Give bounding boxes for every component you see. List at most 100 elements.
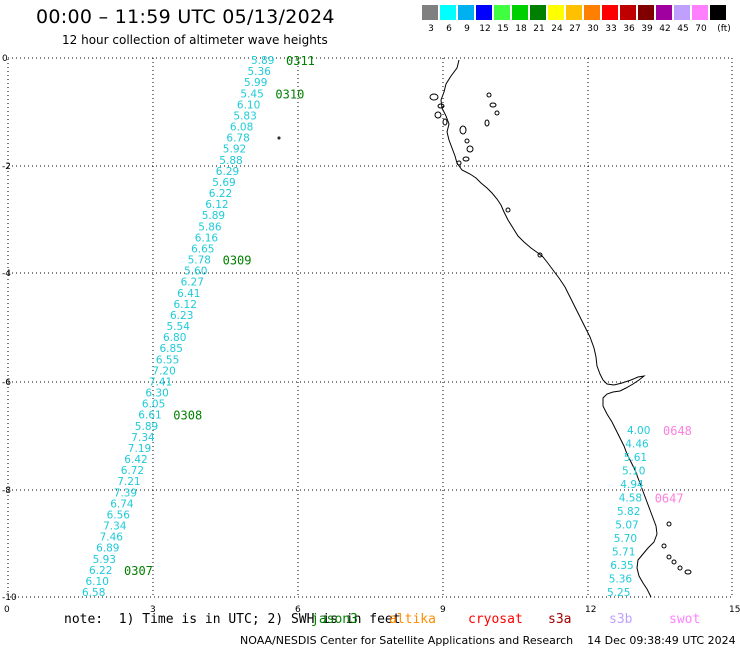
wave-height-value: 5.88 [219, 155, 242, 167]
legend-label: 6 [446, 24, 452, 34]
x-tick-label: 12 [585, 605, 596, 615]
legend-swatch [638, 5, 654, 20]
legend-label: 70 [695, 24, 707, 34]
credit-line: NOAA/NESDIS Center for Satellite Applica… [240, 634, 736, 647]
wave-height-value: 6.05 [142, 399, 165, 411]
island-outline [494, 110, 500, 116]
pass-time-marker: 0310 [275, 87, 304, 101]
x-tick-label: 15 [729, 605, 740, 615]
pass-time-marker: 0648 [663, 424, 692, 438]
wave-height-value: 6.58 [82, 587, 105, 599]
wave-height-value: 6.22 [89, 565, 112, 577]
wave-height-value: 6.85 [160, 343, 183, 355]
wave-height-value: 6.56 [107, 509, 131, 521]
y-tick-label: 0 [2, 54, 8, 64]
wave-height-value: 6.23 [170, 310, 193, 322]
wave-height-value: 6.78 [226, 133, 249, 145]
legend-label: 30 [587, 24, 599, 34]
wave-height-value: 6.41 [177, 288, 200, 300]
island-outline [684, 569, 692, 575]
pass-time-marker: 0307 [124, 564, 153, 578]
island-outline [459, 125, 467, 135]
wave-height-value: 6.55 [156, 354, 179, 366]
satellite-label-jason3: jason3 [311, 612, 358, 627]
wave-height-value: 5.25 [607, 587, 630, 599]
wave-height-value: 6.61 [138, 410, 161, 422]
wave-height-value: 7.41 [149, 376, 172, 388]
wave-height-value: 4.58 [619, 493, 642, 505]
axis-labels: 0 3 6 9 12 15 0 -2 -4 -6 -8 -10 [2, 54, 740, 615]
legend-swatch [710, 5, 726, 20]
wave-height-value: 4.94 [620, 479, 644, 491]
map-frame [7, 57, 733, 598]
wave-height-value: 5.89 [202, 210, 225, 222]
wave-height-value: 6.72 [121, 465, 144, 477]
legend-swatch [476, 5, 492, 20]
wave-height-value: 5.10 [622, 466, 645, 478]
wave-height-value: 5.36 [609, 574, 633, 586]
island-outline [537, 252, 543, 258]
wave-height-value: 5.93 [93, 554, 116, 566]
wave-height-value: 5.69 [212, 177, 235, 189]
y-tick-label: -2 [2, 162, 11, 172]
wave-height-value: 6.29 [216, 166, 239, 178]
wave-height-value: 7.39 [114, 487, 137, 499]
y-tick-label: -6 [2, 378, 11, 388]
legend-swatch [620, 5, 636, 20]
x-tick-label: 9 [440, 605, 446, 615]
legend-swatch [458, 5, 474, 20]
map-subtitle: 12 hour collection of altimeter wave hei… [62, 33, 328, 47]
wave-height-value: 4.00 [627, 425, 650, 437]
pass-time-marker: 0647 [655, 492, 684, 506]
wave-height-value: 6.35 [610, 560, 633, 572]
wave-height-value: 6.10 [237, 99, 260, 111]
wave-height-value: 5.70 [614, 533, 637, 545]
wave-height-value: 7.46 [100, 532, 124, 544]
y-tick-label: -8 [2, 486, 11, 496]
wave-height-value: 6.08 [230, 122, 253, 134]
wave-height-value: 6.80 [163, 332, 186, 344]
legend-swatch [512, 5, 528, 20]
wave-height-value: 6.30 [145, 388, 168, 400]
legend-swatch [440, 5, 456, 20]
wave-height-value: 6.22 [209, 188, 232, 200]
island-outline [462, 156, 470, 162]
island-outline [486, 92, 492, 98]
coastline [277, 59, 692, 598]
island-outline [437, 103, 445, 109]
island-outline [671, 559, 677, 565]
legend-label: 27 [569, 24, 581, 34]
wave-height-value: 6.27 [181, 277, 204, 289]
island-outline [464, 138, 470, 144]
legend-label: 42 [659, 24, 671, 34]
wave-height-value: 5.89 [135, 421, 158, 433]
legend-label: 36 [623, 24, 635, 34]
legend-swatch [566, 5, 582, 20]
legend-swatch [674, 5, 690, 20]
wave-height-value: 6.12 [205, 199, 228, 211]
footer-note: note: 1) Time is in UTC; 2) SWH is in fe… [64, 612, 401, 627]
legend-swatch [602, 5, 618, 20]
wave-height-value: 7.34 [103, 521, 127, 533]
wave-height-value: 5.82 [617, 506, 640, 518]
wave-height-value: 5.89 [251, 55, 274, 67]
wave-height-value: 5.71 [612, 547, 635, 559]
coastline-path [440, 59, 658, 598]
legend-unit: (ft) [717, 24, 731, 34]
wave-height-value: 6.89 [96, 543, 119, 555]
satellite-label-s3b: s3b [609, 612, 633, 627]
legend-swatch [656, 5, 672, 20]
legend-label: 21 [533, 24, 545, 34]
wave-height-value: 5.99 [244, 77, 267, 89]
legend-swatch [494, 5, 510, 20]
island-outline [456, 160, 462, 166]
y-tick-label: -4 [2, 269, 11, 279]
island-outline [489, 102, 497, 108]
map-grid [7, 57, 733, 598]
island-outline [661, 543, 667, 549]
pass-time-marker: 0311 [286, 54, 315, 68]
legend-swatch [422, 5, 438, 20]
island-outline [277, 136, 281, 140]
legend-label: 12 [479, 24, 491, 34]
